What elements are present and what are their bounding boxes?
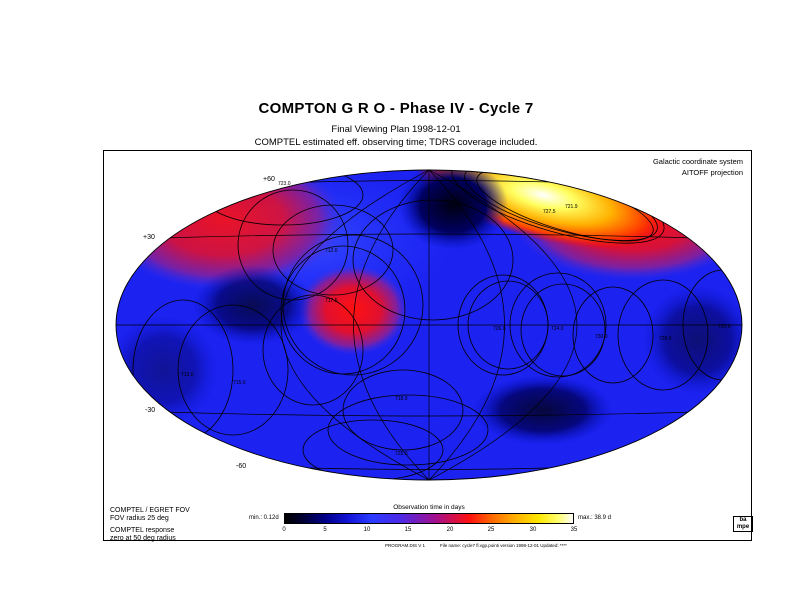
pointing-label: 723.0 xyxy=(278,181,291,187)
legend-line: COMPTEL / EGRET FOV xyxy=(110,507,190,514)
meridian-east-1 xyxy=(428,170,505,480)
fov-circle xyxy=(237,189,349,301)
colorbar-min-label: min.: 0.12d xyxy=(249,515,279,521)
fov-circle xyxy=(617,279,709,391)
heat-max-spot xyxy=(416,170,670,249)
heat-dark-east xyxy=(643,285,742,395)
fov-legend: COMPTEL / EGRET FOV FOV radius 25 deg CO… xyxy=(110,507,190,543)
colorbar-tick: 20 xyxy=(446,527,454,533)
fov-circle xyxy=(451,170,665,244)
legend-line: FOV radius 25 deg xyxy=(110,515,169,522)
map-frame: Galactic coordinate system AITOFF projec… xyxy=(103,150,752,541)
fov-circle xyxy=(272,204,394,296)
pointing-label: 726.0 xyxy=(493,326,506,332)
meridian-west-1 xyxy=(353,170,430,480)
colorbar xyxy=(284,513,574,524)
heatmap-layer xyxy=(116,170,742,480)
fov-circles xyxy=(132,170,742,480)
pointing-label: 729.5 xyxy=(659,336,672,342)
pointing-label: 727.5 xyxy=(543,209,556,215)
pointing-label: 718.0 xyxy=(395,396,408,402)
colorbar-tick: 25 xyxy=(487,527,495,533)
plan-subtitle: Final Viewing Plan 1998-12-01 xyxy=(331,124,461,135)
footer-program: PROGRAM.DIS V 1 xyxy=(385,543,426,548)
colorbar-tick: 35 xyxy=(570,527,578,533)
fov-circle xyxy=(509,272,607,378)
heat-dark-north xyxy=(398,170,508,250)
footer-file-info: File name: cycle7 fl.vgp.pointi version … xyxy=(440,543,567,548)
pointing-label: 715.0 xyxy=(233,380,246,386)
pointing-label: 717.5 xyxy=(325,298,338,304)
colorbar-tick: 30 xyxy=(529,527,537,533)
meridian-east-2 xyxy=(428,170,578,480)
heat-northwest-band xyxy=(116,170,343,290)
fov-circle xyxy=(262,294,364,406)
logo-line: mpe xyxy=(736,524,750,530)
heat-dark-west-edge xyxy=(116,315,218,425)
pointing-label: 730.0 xyxy=(595,334,608,340)
observing-time-subtitle: COMPTEL estimated eff. observing time; T… xyxy=(254,137,538,148)
pointing-label: 724.0 xyxy=(551,326,564,332)
page-title: COMPTON G R O - Phase IV - Cycle 7 xyxy=(258,100,534,117)
colorbar-tick: 10 xyxy=(363,527,371,533)
pointing-label: 721.9 xyxy=(565,204,578,210)
fov-circle xyxy=(177,304,289,436)
logo-line: ba xyxy=(739,517,747,523)
heat-dark-southeast xyxy=(473,375,613,445)
colorbar-tick: 5 xyxy=(323,527,327,533)
lat-label-minus60: -60 xyxy=(236,463,247,470)
legend-line: COMPTEL response xyxy=(110,527,175,534)
sky-outline xyxy=(115,169,743,481)
institute-logo: ba mpe xyxy=(733,516,753,532)
fov-circle xyxy=(352,199,514,321)
colorbar-tick: 0 xyxy=(282,527,286,533)
colorbar-title: Observation time in days xyxy=(393,504,465,511)
lat-label-plus30: +30 xyxy=(143,234,155,241)
coordinate-note: Galactic coordinate system AITOFF projec… xyxy=(653,156,743,178)
fov-circle xyxy=(327,394,489,466)
fov-circle xyxy=(302,419,444,480)
coordinate-system-label: Galactic coordinate system xyxy=(652,157,743,166)
colorbar-tick: 15 xyxy=(404,527,412,533)
pointing-label: 713.0 xyxy=(181,372,194,378)
pointing-label: 712.0 xyxy=(325,248,338,254)
fov-circle xyxy=(520,283,606,377)
pointing-label: 720.0 xyxy=(718,324,731,330)
pointing-labels: 723.0 727.5 721.9 712.0 717.5 726.0 724.… xyxy=(181,181,731,457)
fov-circle xyxy=(280,245,406,375)
fov-circle xyxy=(282,234,424,376)
legend-line: zero at 50 deg radius xyxy=(110,535,176,542)
heat-galactic-center-spot xyxy=(298,265,408,355)
fov-circle xyxy=(572,286,654,384)
projection-label: AITOFF projection xyxy=(681,168,743,177)
fov-circle xyxy=(342,369,464,451)
pointing-label: 725.0 xyxy=(395,451,408,457)
lat-label-plus60: +60 xyxy=(263,176,275,183)
aitoff-sky-map: 723.0 727.5 721.9 712.0 717.5 726.0 724.… xyxy=(115,169,743,481)
colorbar-max-label: max.: 38.9 d xyxy=(578,515,612,521)
lat-label-minus30: -30 xyxy=(145,407,156,414)
